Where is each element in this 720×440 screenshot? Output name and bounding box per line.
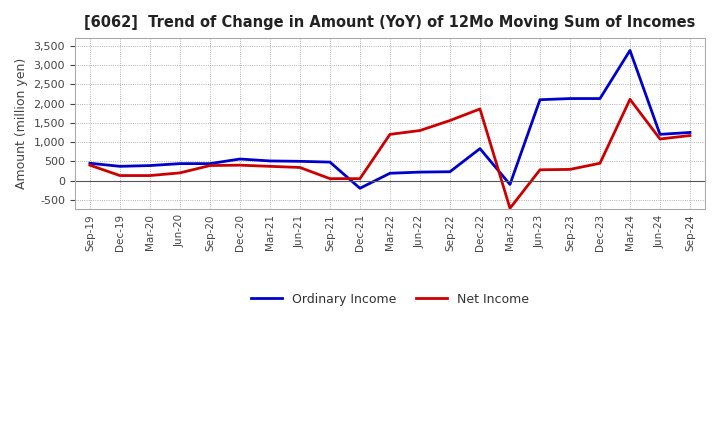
Ordinary Income xyxy=(325,159,334,165)
Ordinary Income xyxy=(685,130,694,135)
Ordinary Income xyxy=(206,161,215,166)
Ordinary Income xyxy=(176,161,184,166)
Ordinary Income xyxy=(476,146,485,151)
Ordinary Income xyxy=(446,169,454,174)
Line: Net Income: Net Income xyxy=(90,99,690,208)
Net Income xyxy=(386,132,395,137)
Ordinary Income xyxy=(296,159,305,164)
Net Income xyxy=(566,167,575,172)
Net Income xyxy=(685,133,694,138)
Ordinary Income xyxy=(386,171,395,176)
Net Income xyxy=(595,161,604,166)
Net Income xyxy=(145,173,154,178)
Ordinary Income xyxy=(356,186,364,191)
Net Income xyxy=(176,170,184,176)
Net Income xyxy=(235,162,244,168)
Net Income xyxy=(86,162,94,168)
Net Income xyxy=(505,205,514,211)
Line: Ordinary Income: Ordinary Income xyxy=(90,51,690,188)
Ordinary Income xyxy=(145,163,154,168)
Net Income xyxy=(446,118,454,123)
Y-axis label: Amount (million yen): Amount (million yen) xyxy=(15,58,28,189)
Legend: Ordinary Income, Net Income: Ordinary Income, Net Income xyxy=(246,288,534,311)
Net Income xyxy=(296,165,305,170)
Ordinary Income xyxy=(415,169,424,175)
Net Income xyxy=(415,128,424,133)
Ordinary Income xyxy=(626,48,634,53)
Net Income xyxy=(206,163,215,168)
Ordinary Income xyxy=(86,161,94,166)
Net Income xyxy=(626,97,634,102)
Net Income xyxy=(536,167,544,172)
Ordinary Income xyxy=(266,158,274,164)
Net Income xyxy=(266,164,274,169)
Net Income xyxy=(476,106,485,112)
Ordinary Income xyxy=(536,97,544,103)
Ordinary Income xyxy=(116,164,125,169)
Ordinary Income xyxy=(656,132,665,137)
Ordinary Income xyxy=(595,96,604,101)
Ordinary Income xyxy=(566,96,575,101)
Ordinary Income xyxy=(235,156,244,161)
Net Income xyxy=(116,173,125,178)
Ordinary Income xyxy=(505,182,514,187)
Net Income xyxy=(356,176,364,181)
Net Income xyxy=(325,176,334,181)
Net Income xyxy=(656,136,665,142)
Title: [6062]  Trend of Change in Amount (YoY) of 12Mo Moving Sum of Incomes: [6062] Trend of Change in Amount (YoY) o… xyxy=(84,15,696,30)
